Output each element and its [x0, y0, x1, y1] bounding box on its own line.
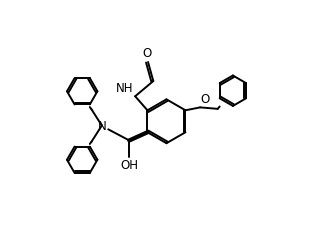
Text: OH: OH: [120, 159, 138, 172]
Text: O: O: [201, 93, 210, 106]
Text: O: O: [142, 47, 151, 60]
Text: NH: NH: [116, 82, 133, 95]
Text: N: N: [97, 120, 106, 133]
